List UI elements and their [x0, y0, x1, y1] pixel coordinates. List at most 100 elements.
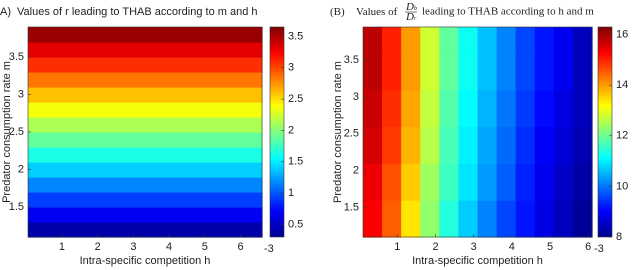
heatmap-cell — [363, 27, 383, 54]
title-text: Values of r leading to THAB according to… — [17, 6, 258, 18]
heatmap-cell — [420, 27, 440, 54]
heatmap-cell — [363, 52, 383, 91]
heatmap-cell — [572, 163, 593, 201]
heatmap-cell — [363, 89, 383, 128]
x-tick-label: 6 — [585, 241, 591, 253]
x-tick-label: 5 — [202, 241, 208, 253]
heatmap-cell — [28, 102, 263, 118]
y-tick-label: 3.5 — [344, 54, 359, 66]
x-exponent: -3 — [264, 243, 274, 255]
heatmap-cell — [572, 52, 593, 91]
heatmap-cell — [477, 52, 498, 91]
heatmap-cell — [363, 163, 383, 201]
heatmap-cell — [28, 72, 263, 88]
heatmap-cell — [439, 52, 460, 91]
heatmap-cell — [28, 177, 263, 193]
heatmap-cell — [534, 89, 555, 128]
heatmap-cell — [496, 27, 517, 54]
heatmap-cell — [420, 163, 440, 201]
heatmap-cell — [458, 163, 479, 201]
heatmap-cell — [458, 200, 479, 238]
heatmap-cell — [477, 126, 498, 164]
heatmap-cell — [458, 126, 479, 164]
colorbar-tick-label: 0.5 — [288, 218, 303, 230]
heatmap-cell — [553, 163, 574, 201]
y-tick-label: 3 — [18, 88, 24, 100]
title-denominator: D — [405, 11, 414, 23]
colorbar-tick-label: 8 — [616, 231, 622, 243]
heatmap-cell — [496, 163, 517, 201]
x-axis-label: Intra-specific competition h — [80, 255, 211, 267]
heatmap-cell — [401, 89, 421, 128]
heatmap-cell — [458, 27, 479, 54]
colorbar — [269, 26, 285, 238]
heatmap-cell — [382, 126, 402, 164]
heatmap-cell — [496, 89, 517, 128]
y-tick-label: 2.5 — [9, 126, 24, 138]
heatmap-cell — [28, 222, 263, 238]
title-numerator-sub: b — [414, 6, 417, 12]
colorbar-tick-label: 16 — [616, 28, 628, 40]
panel-label: (B) — [330, 6, 345, 18]
panel-label: A) — [0, 6, 11, 18]
x-tick-label: 6 — [238, 241, 244, 253]
heatmap-cell — [515, 89, 536, 128]
x-tick-label: 5 — [547, 241, 553, 253]
heatmap-cell — [439, 89, 460, 128]
heatmap-cell — [420, 89, 440, 128]
title-numerator: Db — [405, 1, 417, 13]
colorbar-tick-label: 2 — [288, 124, 294, 136]
heatmap-cell — [28, 117, 263, 133]
heatmap-cell — [28, 207, 263, 223]
y-axis-label: Predator consumption rate m — [1, 61, 13, 203]
heatmap-cell — [477, 89, 498, 128]
heatmap-cell — [28, 162, 263, 178]
y-tick-label: 1.5 — [344, 201, 359, 213]
title-end: leading to THAB according to h and m — [422, 6, 594, 18]
heatmap-cell — [496, 52, 517, 91]
y-tick-label: 2 — [353, 165, 359, 177]
x-axis-label: Intra-specific competition h — [412, 255, 543, 267]
y-tick-label: 1.5 — [9, 201, 24, 213]
y-tick-label: 2 — [18, 163, 24, 175]
x-tick-label: 4 — [166, 241, 172, 253]
heatmap-cell — [515, 126, 536, 164]
heatmap-cell — [515, 52, 536, 91]
heatmap-cell — [572, 27, 593, 54]
colorbar-tick-label: 3 — [288, 62, 294, 74]
heatmap-cell — [420, 126, 440, 164]
x-tick-label: 2 — [432, 241, 438, 253]
heatmap-cell — [515, 200, 536, 238]
heatmap-cell — [534, 200, 555, 238]
heatmap-cell — [401, 52, 421, 91]
heatmap-panel: 1 2 3 4 5 6 1.5 2 2.5 3 3.5 -3 Intra-specific compet… — [0, 6, 303, 267]
title-denominator-sub: r — [414, 16, 417, 22]
title-text: Values of — [356, 6, 398, 18]
colorbar-tick-label: 3.5 — [288, 30, 303, 42]
chart-title: (B) — [330, 6, 345, 18]
colorbar-tick-label: 2.5 — [288, 93, 303, 105]
heatmap-cell — [572, 126, 593, 164]
heatmap-cell — [401, 200, 421, 238]
heatmap-cell — [496, 126, 517, 164]
colorbar-tick-label: 1.5 — [288, 156, 303, 168]
heatmap-cell — [28, 147, 263, 163]
heatmap-cell — [553, 89, 574, 128]
colorbar-tick-label: 1 — [288, 187, 294, 199]
heatmap-cell — [401, 163, 421, 201]
x-tick-label: 4 — [509, 241, 515, 253]
heatmap-cell — [382, 89, 402, 128]
title-numerator: D — [405, 1, 414, 13]
heatmap-cell — [401, 27, 421, 54]
colorbar-tick-label: 12 — [616, 130, 628, 142]
heatmap-cell — [28, 192, 263, 208]
heatmap-cell — [553, 126, 574, 164]
heatmap-cell — [382, 52, 402, 91]
heatmap-cell — [28, 87, 263, 103]
heatmap-cell — [496, 200, 517, 238]
heatmap-cell — [477, 200, 498, 238]
heatmap-cell — [477, 27, 498, 54]
heatmap-cell — [572, 89, 593, 128]
heatmap-cell — [572, 200, 593, 238]
